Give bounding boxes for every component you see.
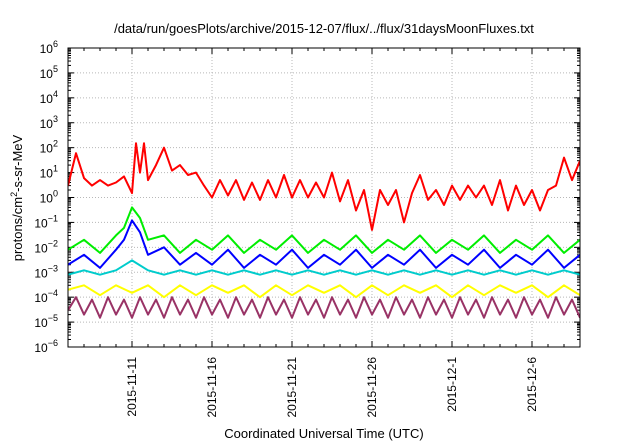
y-tick-label: 100 bbox=[40, 189, 58, 206]
series-line-5 bbox=[68, 284, 580, 299]
x-tick-label: 2015-11-16 bbox=[205, 357, 219, 418]
plot-frame bbox=[67, 47, 581, 348]
y-tick-label: 104 bbox=[40, 89, 58, 106]
y-tick-label: 103 bbox=[40, 114, 58, 131]
x-tick-label: 2015-11-26 bbox=[365, 357, 379, 418]
y-tick-label: 10−4 bbox=[34, 288, 58, 305]
x-tick-label: 2015-11-11 bbox=[125, 357, 139, 417]
y-tick-label: 105 bbox=[40, 64, 58, 81]
x-tick-label: 2015-12-1 bbox=[445, 357, 459, 412]
y-tick-label: 10−1 bbox=[34, 213, 58, 230]
series-line-6 bbox=[68, 296, 580, 319]
y-tick-label: 10−6 bbox=[34, 338, 58, 355]
chart-title: /data/run/goesPlots/archive/2015-12-07/f… bbox=[114, 21, 534, 36]
series-line-2 bbox=[68, 206, 580, 254]
x-axis-label: Coordinated Universal Time (UTC) bbox=[224, 426, 423, 441]
y-tick-label: 10−2 bbox=[34, 238, 58, 255]
x-tick-label: 2015-11-21 bbox=[285, 357, 299, 418]
y-tick-label: 102 bbox=[40, 139, 58, 156]
series-line-1 bbox=[68, 142, 580, 231]
x-tick-label: 2015-12-6 bbox=[525, 357, 539, 412]
y-tick-label: 106 bbox=[40, 39, 58, 56]
series-line-4 bbox=[68, 259, 580, 276]
series-line-3 bbox=[68, 219, 580, 269]
y-tick-label: 10−3 bbox=[34, 263, 58, 280]
axis-ticks: 10−6 10−5 10−4 10−3 10−2 10−1 100 101 102 103 104 1… bbox=[34, 39, 581, 418]
y-tick-label: 10−5 bbox=[34, 313, 58, 330]
series-group bbox=[68, 142, 580, 319]
y-tick-label: 101 bbox=[40, 164, 58, 181]
y-axis-label: protons/cm2-s-sr-MeV bbox=[9, 134, 25, 261]
